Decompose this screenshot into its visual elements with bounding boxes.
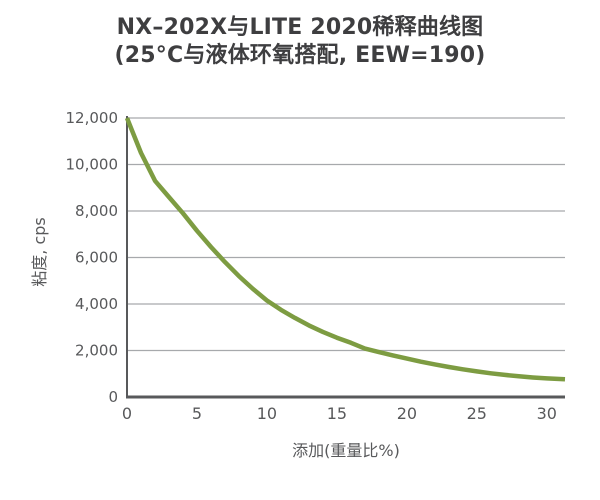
chart-title: NX–202X与LITE 2020稀释曲线图 (25°C与液体环氧搭配, EEW…	[0, 14, 600, 70]
y-tick-label: 0	[108, 388, 118, 406]
y-tick-label: 8,000	[75, 202, 118, 220]
chart-title-line1: NX–202X与LITE 2020稀释曲线图	[116, 15, 484, 40]
x-tick-label: 30	[537, 404, 557, 423]
x-tick-label: 10	[257, 404, 277, 423]
y-tick-label: 6,000	[75, 249, 118, 267]
y-axis-title: 粘度, cps	[30, 217, 49, 287]
x-tick-label: 5	[192, 404, 202, 423]
y-tick-label: 4,000	[75, 295, 118, 313]
dilution-curve	[124, 117, 566, 382]
x-tick-label: 15	[327, 404, 347, 423]
y-tick-label: 10,000	[66, 156, 119, 174]
x-tick-label: 0	[122, 404, 132, 423]
chart-title-line2: (25°C与液体环氧搭配, EEW=190)	[114, 43, 486, 68]
x-tick-label: 25	[467, 404, 487, 423]
y-tick-label: 2,000	[75, 342, 118, 360]
x-axis-title: 添加(重量比%)	[292, 441, 400, 460]
x-tick-label: 20	[397, 404, 417, 423]
y-tick-label: 12,000	[66, 109, 119, 127]
